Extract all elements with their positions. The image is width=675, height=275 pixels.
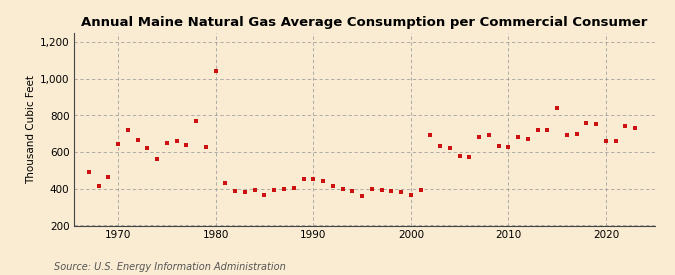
Point (318, 178, 329, 183)
Point (493, 144, 504, 148)
Point (347, 188, 358, 193)
Point (230, 188, 240, 193)
Point (630, 126, 641, 131)
Point (571, 132, 582, 136)
Point (601, 139, 612, 143)
Point (132, 138, 143, 142)
Point (220, 181, 231, 186)
Point (591, 122, 601, 126)
Point (191, 119, 202, 123)
Point (93, 184, 104, 188)
Point (542, 128, 553, 132)
Point (376, 188, 387, 192)
Point (483, 133, 494, 137)
Point (161, 141, 172, 145)
Point (435, 144, 446, 148)
Point (444, 145, 455, 150)
Point (533, 128, 543, 132)
Point (396, 190, 406, 195)
Title: Annual Maine Natural Gas Average Consumption per Commercial Consumer: Annual Maine Natural Gas Average Consump… (81, 16, 648, 29)
Point (562, 133, 572, 137)
Point (337, 187, 348, 191)
Point (415, 188, 426, 192)
Point (425, 133, 436, 137)
Point (474, 134, 485, 139)
Point (113, 142, 124, 146)
Point (84, 170, 95, 175)
Point (152, 156, 163, 161)
Point (298, 177, 309, 181)
Point (288, 186, 299, 190)
Point (503, 144, 514, 149)
Point (103, 175, 114, 179)
Point (122, 128, 133, 132)
Point (249, 188, 260, 192)
Point (200, 144, 211, 149)
Point (142, 146, 153, 151)
Text: Source: U.S. Energy Information Administration: Source: U.S. Energy Information Administ… (54, 262, 286, 272)
Point (454, 154, 465, 158)
Point (522, 137, 533, 142)
Point (406, 193, 416, 197)
Point (581, 121, 592, 125)
Point (551, 106, 562, 110)
Point (279, 187, 290, 191)
Point (327, 184, 338, 188)
Point (367, 187, 377, 191)
Point (171, 139, 182, 143)
Point (259, 193, 270, 197)
Point (181, 143, 192, 147)
Point (386, 188, 397, 193)
Point (513, 134, 524, 139)
Point (356, 194, 367, 198)
Point (620, 123, 631, 128)
Point (269, 188, 279, 192)
Point (240, 190, 250, 195)
Y-axis label: Thousand Cubic Feet: Thousand Cubic Feet (26, 75, 36, 184)
Point (610, 139, 621, 143)
Point (211, 69, 221, 74)
Point (464, 155, 475, 159)
Point (308, 177, 319, 181)
